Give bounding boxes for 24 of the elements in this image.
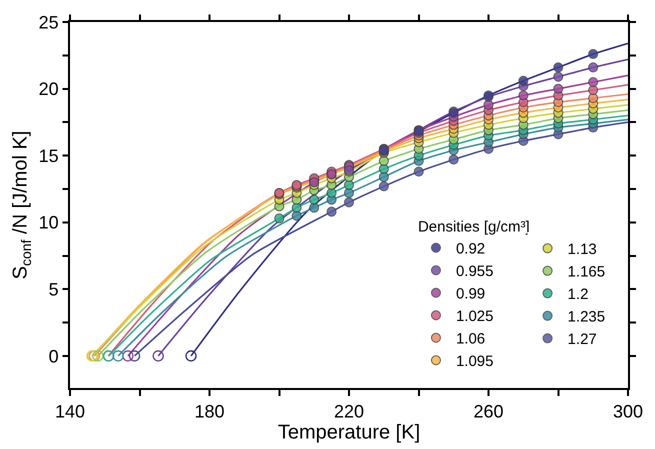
- y-tick-label: 25: [38, 12, 59, 32]
- x-tick-label: 180: [194, 401, 225, 422]
- x-tick-label: 300: [612, 401, 644, 422]
- legend-label: 1.2: [568, 286, 588, 304]
- y-tick-label: 20: [38, 79, 59, 100]
- legend-label: 1.235: [568, 308, 606, 326]
- legend-label: 0.955: [456, 263, 494, 280]
- y-tick-label: 15: [38, 146, 59, 166]
- legend-title: Densities [g/cm³]: [418, 218, 530, 236]
- legend-label: 1.165: [568, 264, 606, 281]
- legend-label: 0.99: [456, 286, 486, 303]
- y-tick-label: 10: [38, 212, 59, 233]
- legend-label: 1.13: [568, 241, 597, 258]
- legend-label: 1.025: [456, 308, 494, 326]
- legend-label: 0.92: [456, 240, 486, 258]
- y-tick-label: 0: [48, 346, 59, 366]
- x-axis-title: Temperature [K]: [278, 421, 420, 444]
- x-tick-label: 220: [334, 401, 364, 422]
- y-tick-label: 5: [48, 279, 59, 300]
- x-tick-label: 260: [473, 401, 504, 422]
- legend-label: 1.06: [456, 330, 486, 348]
- legend-label: 1.095: [456, 353, 494, 370]
- legend-label: 1.27: [568, 331, 597, 348]
- x-tick-label: 140: [54, 401, 86, 422]
